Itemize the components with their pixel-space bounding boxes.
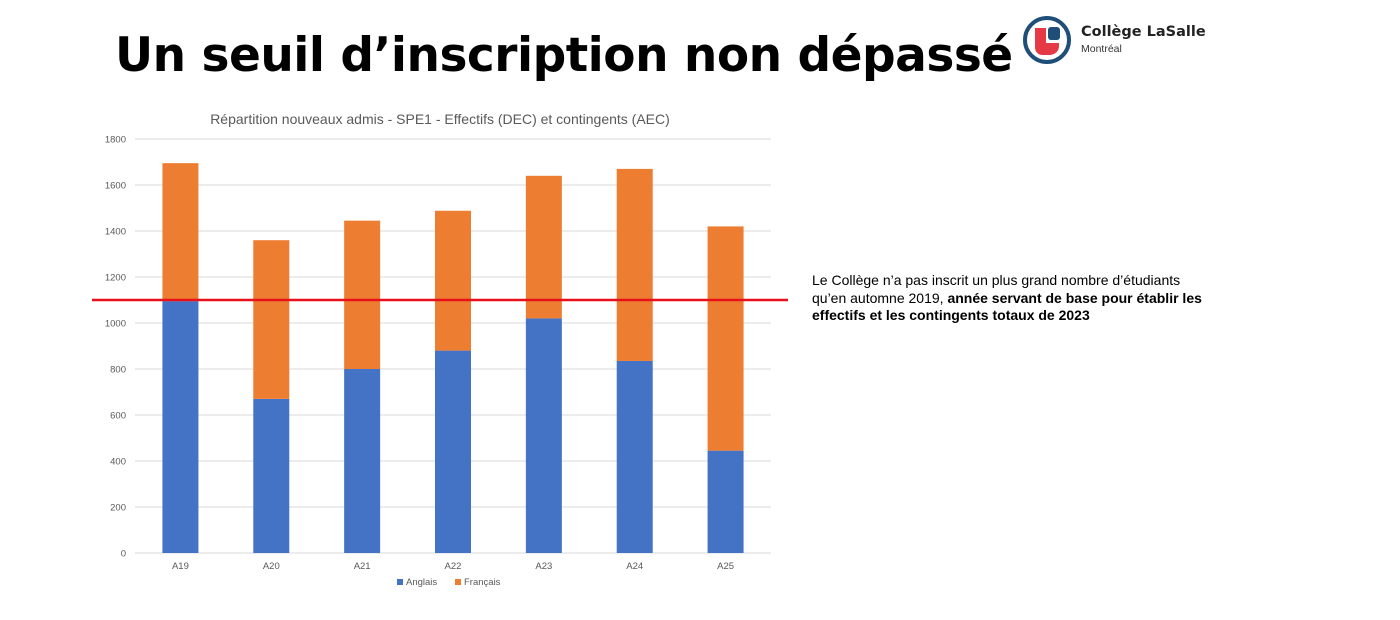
x-tick-label: A23 bbox=[535, 561, 552, 572]
legend-label: Anglais bbox=[406, 577, 437, 588]
y-tick-label: 600 bbox=[110, 411, 126, 422]
bar-anglais-a25 bbox=[707, 450, 744, 553]
x-tick-label: A19 bbox=[172, 561, 189, 572]
explanation-bold: année servant de base pour établir les e… bbox=[812, 289, 1202, 324]
stacked-bar-chart: Répartition nouveaux admis - SPE1 - Effe… bbox=[88, 100, 788, 600]
college-logo-icon bbox=[1023, 16, 1071, 64]
x-tick-label: A22 bbox=[445, 561, 462, 572]
y-tick-label: 400 bbox=[110, 457, 126, 468]
slide-title: Un seuil d’inscription non dépassé bbox=[115, 28, 1013, 83]
y-tick-label: 1000 bbox=[105, 319, 126, 330]
y-tick-label: 0 bbox=[121, 549, 126, 560]
bar-franais-a22 bbox=[435, 210, 471, 351]
college-logo: Collège LaSalle Montréal bbox=[1022, 15, 1206, 65]
logo-name: Collège LaSalle bbox=[1081, 24, 1206, 41]
bar-franais-a24 bbox=[616, 168, 653, 361]
x-tick-label: A21 bbox=[354, 561, 371, 572]
explanation-text: Le Collège n’a pas inscrit un plus grand… bbox=[812, 272, 1204, 325]
bar-franais-a21 bbox=[344, 220, 381, 369]
explanation-regular: Le Collège n’a pas inscrit un plus grand… bbox=[812, 272, 1181, 306]
bar-anglais-a19 bbox=[162, 301, 199, 553]
chart-svg: Répartition nouveaux admis - SPE1 - Effe… bbox=[92, 111, 788, 588]
x-axis-ticks: A19 A20 A21 A22 A23 A24 A25 bbox=[172, 561, 734, 572]
bar-anglais-a21 bbox=[344, 369, 381, 553]
logo-subtitle: Montréal bbox=[1081, 42, 1122, 55]
y-tick-label: 800 bbox=[110, 365, 126, 376]
bar-franais-a19 bbox=[162, 163, 199, 302]
legend: Anglais Français bbox=[397, 577, 501, 588]
bar-anglais-a23 bbox=[525, 318, 562, 553]
bar-anglais-a22 bbox=[435, 350, 471, 553]
bar-franais-a23 bbox=[525, 175, 562, 319]
y-tick-label: 1200 bbox=[105, 273, 126, 284]
bar-anglais-a20 bbox=[253, 398, 290, 553]
x-tick-label: A20 bbox=[263, 561, 280, 572]
bar-franais-a25 bbox=[707, 226, 744, 451]
x-tick-label: A25 bbox=[717, 561, 734, 572]
bar-anglais-a24 bbox=[616, 360, 653, 553]
legend-label: Français bbox=[464, 577, 501, 588]
x-tick-label: A24 bbox=[626, 561, 643, 572]
y-tick-label: 1800 bbox=[105, 135, 126, 146]
y-axis-ticks: 0 200 400 600 800 1000 1200 1400 1600 1800 bbox=[105, 135, 126, 560]
bar-franais-a20 bbox=[253, 240, 290, 399]
bars bbox=[162, 163, 744, 553]
legend-swatch bbox=[397, 579, 403, 585]
legend-swatch bbox=[455, 579, 461, 585]
chart-title: Répartition nouveaux admis - SPE1 - Effe… bbox=[210, 111, 670, 127]
y-tick-label: 1600 bbox=[105, 181, 126, 192]
y-tick-label: 200 bbox=[110, 503, 126, 514]
y-tick-label: 1400 bbox=[105, 227, 126, 238]
